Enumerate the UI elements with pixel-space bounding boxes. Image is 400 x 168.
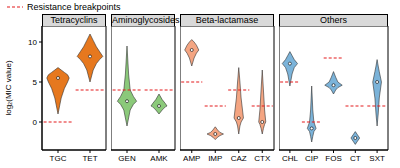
svg-text:10: 10: [28, 38, 37, 47]
svg-text:CTX: CTX: [254, 154, 271, 163]
svg-text:IMP: IMP: [208, 154, 222, 163]
svg-text:FOS: FOS: [325, 154, 341, 163]
svg-text:CHL: CHL: [282, 154, 299, 163]
svg-text:CAZ: CAZ: [231, 154, 247, 163]
html-text:Tetracyclins: Tetracyclins: [50, 15, 98, 25]
svg-text:AMK: AMK: [150, 154, 168, 163]
svg-text:log₂(MIC value): log₂(MIC value): [8, 60, 13, 115]
html-text:Beta-lactamase: Beta-lactamase: [195, 15, 259, 25]
html-text:Aminoglycosides: Aminoglycosides: [112, 15, 180, 25]
html-text:Resistance breakpoints: Resistance breakpoints: [27, 2, 121, 12]
svg-text:TET: TET: [82, 154, 97, 163]
svg-text:0: 0: [33, 118, 38, 127]
svg-text:CT: CT: [350, 154, 361, 163]
svg-text:AMP: AMP: [183, 154, 200, 163]
svg-text:GEN: GEN: [118, 154, 136, 163]
svg-text:CIP: CIP: [305, 154, 318, 163]
svg-text:TGC: TGC: [50, 154, 67, 163]
svg-text:5: 5: [33, 78, 38, 87]
svg-text:SXT: SXT: [369, 154, 385, 163]
html-text:Others: Others: [320, 15, 347, 25]
